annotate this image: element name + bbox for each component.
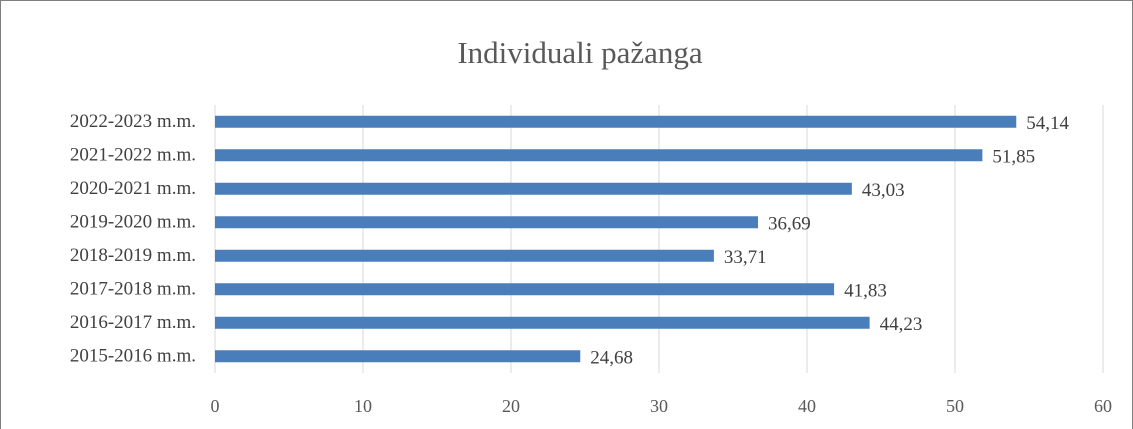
bar — [215, 249, 714, 262]
chart-title: Individuali pažanga — [457, 35, 703, 70]
x-tick-label: 10 — [354, 396, 372, 416]
y-tick-label: 2019-2020 m.m. — [70, 212, 196, 233]
y-tick-label: 2016-2017 m.m. — [70, 312, 196, 333]
x-tick-label: 0 — [211, 396, 220, 416]
data-label: 33,71 — [724, 247, 767, 268]
bar — [215, 283, 835, 296]
bar — [215, 316, 870, 329]
data-label: 43,03 — [862, 180, 905, 201]
x-tick-label: 20 — [502, 396, 520, 416]
y-tick-label: 2022-2023 m.m. — [70, 111, 196, 132]
bar — [215, 115, 1017, 128]
x-tick-label: 30 — [650, 396, 668, 416]
bar — [215, 350, 581, 363]
data-label: 36,69 — [768, 214, 811, 235]
y-tick-label: 2015-2016 m.m. — [70, 346, 196, 367]
bar — [215, 182, 852, 195]
data-label: 24,68 — [590, 348, 633, 369]
x-tick-label: 60 — [1094, 396, 1112, 416]
x-tick-label: 40 — [798, 396, 816, 416]
bar — [215, 216, 759, 229]
data-label: 51,85 — [992, 147, 1035, 168]
data-label: 54,14 — [1026, 113, 1069, 134]
y-tick-label: 2018-2019 m.m. — [70, 245, 196, 266]
y-tick-label: 2021-2022 m.m. — [70, 145, 196, 166]
bar — [215, 149, 983, 162]
y-tick-label: 2020-2021 m.m. — [70, 178, 196, 199]
data-label: 44,23 — [880, 314, 923, 335]
data-label: 41,83 — [844, 281, 887, 302]
y-tick-label: 2017-2018 m.m. — [70, 279, 196, 300]
x-tick-label: 50 — [946, 396, 964, 416]
